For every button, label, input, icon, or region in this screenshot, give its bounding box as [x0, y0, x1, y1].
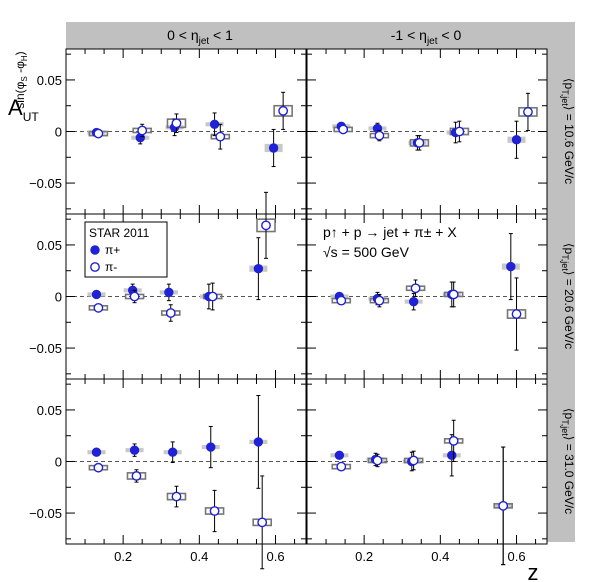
y-axis-label: AUT — [8, 95, 39, 124]
legend-pi-minus-label: π- — [105, 260, 117, 274]
pi-minus-point — [257, 517, 268, 528]
pi-minus-point — [410, 283, 421, 294]
pi-minus-point — [374, 130, 385, 141]
pi-minus-point — [336, 295, 347, 306]
pi-minus-point — [408, 455, 419, 466]
pi-plus-point — [129, 445, 140, 455]
pi-minus-point — [414, 137, 425, 148]
legend-pi-minus-marker — [90, 262, 100, 272]
panel-frame — [65, 378, 307, 545]
pi-plus-point — [511, 135, 522, 145]
y-tick-label: 0.05 — [37, 73, 62, 88]
y-tick-label: −0.05 — [29, 341, 62, 356]
pi-minus-point — [209, 506, 220, 516]
row-label-2: ⟨pT,jet⟩ = 31.0 GeV/c — [560, 408, 576, 514]
pi-minus-point — [511, 309, 522, 319]
column-label-0: 0 < ηjet < 1 — [167, 27, 233, 47]
pi-minus-point — [93, 462, 104, 473]
panels-layer: −0.05 0 0.05 −0.05 0 0.05 −0.05 0 0.05 0.2 0.4 0.6 0… — [29, 48, 548, 570]
pi-plus-point — [253, 263, 264, 274]
y-tick-label: 0.05 — [37, 238, 62, 253]
pi-minus-point — [129, 291, 140, 302]
column-header-banner — [66, 22, 547, 49]
legend-title: STAR 2011 — [89, 226, 150, 240]
pi-minus-point — [171, 491, 182, 502]
y-tick-label: −0.05 — [29, 176, 62, 191]
pi-plus-point — [334, 450, 345, 461]
reaction-label: p↑ + p → jet + π± + X — [323, 224, 457, 240]
legend-pi-plus-marker — [90, 245, 100, 255]
legend: STAR 2011 π+ π- — [84, 221, 168, 278]
pi-plus-point — [91, 447, 102, 457]
x-tick-label: 0.2 — [114, 549, 132, 564]
pi-plus-point — [408, 296, 419, 307]
panel-frame — [306, 378, 548, 545]
pi-minus-point — [278, 105, 289, 116]
x-tick-label: 0.6 — [266, 549, 284, 564]
pi-plus-point — [91, 289, 102, 300]
pi-plus-point — [164, 287, 174, 298]
x-tick-label: 0.2 — [355, 549, 373, 564]
pi-plus-point — [209, 119, 220, 129]
y-tick-label: 0 — [55, 290, 62, 305]
pi-minus-point — [338, 124, 349, 135]
pi-minus-point — [523, 107, 533, 117]
y-tick-label: 0 — [55, 125, 62, 140]
energy-label: √s = 500 GeV — [323, 244, 410, 260]
row-header-banner — [547, 22, 575, 542]
pi-plus-point — [506, 261, 516, 272]
column-label-1: -1 < ηjet < 0 — [391, 27, 462, 47]
pi-minus-point — [137, 125, 148, 136]
pi-minus-point — [215, 131, 226, 142]
pi-plus-point — [206, 442, 216, 452]
pi-plus-point — [253, 437, 264, 447]
pi-minus-point — [171, 118, 182, 129]
pi-plus-point — [167, 447, 178, 457]
x-tick-label: 0.4 — [190, 549, 208, 564]
y-tick-label: 0 — [55, 455, 62, 470]
y-axis-superscript: sin(φS -φH) — [13, 51, 29, 108]
pi-minus-point — [374, 295, 385, 306]
pi-minus-point — [448, 435, 459, 446]
pi-minus-point — [93, 302, 104, 313]
x-axis-label: z — [528, 560, 539, 582]
pi-minus-point — [207, 291, 218, 302]
pi-minus-point — [131, 471, 142, 481]
pi-minus-point — [454, 126, 465, 137]
legend-pi-plus-label: π+ — [105, 243, 120, 257]
pi-plus-point — [268, 143, 279, 153]
pi-minus-point — [336, 461, 347, 472]
pi-minus-point — [93, 128, 104, 139]
pi-minus-point — [448, 289, 459, 300]
pi-minus-point — [261, 220, 271, 231]
y-tick-label: −0.05 — [29, 506, 62, 521]
pi-minus-point — [165, 308, 176, 318]
y-tick-label: 0.05 — [37, 403, 62, 418]
pi-minus-point — [498, 500, 509, 511]
pi-minus-point — [372, 455, 383, 466]
x-tick-label: 0.4 — [431, 549, 449, 564]
pi-plus-point — [447, 450, 457, 461]
x-tick-label: 0.6 — [507, 549, 525, 564]
